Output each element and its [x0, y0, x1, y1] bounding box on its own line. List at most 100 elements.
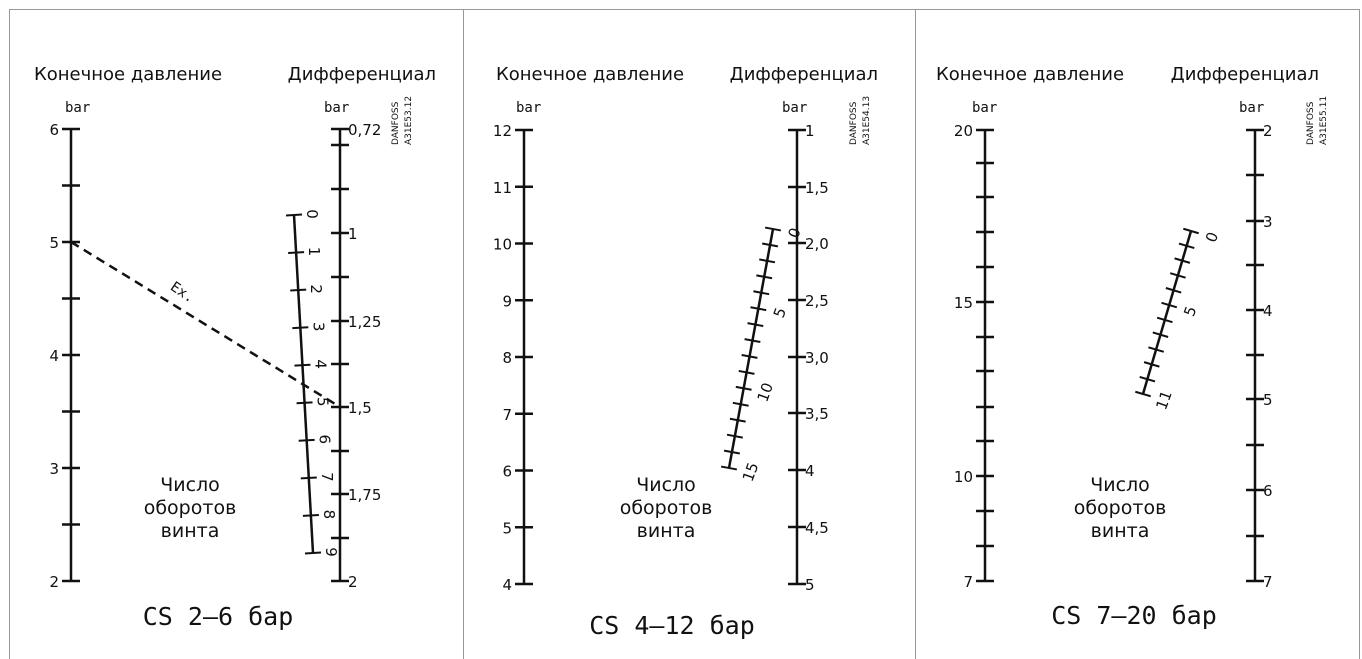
turns-scale-tick — [753, 290, 770, 296]
left-scale-label: 11 — [493, 179, 512, 197]
turns-label-text: Число — [1090, 474, 1150, 496]
turns-scale-tick — [1161, 301, 1178, 309]
turns-scale-label: 8 — [320, 510, 338, 520]
turns-scale-tick — [292, 326, 309, 330]
turns-scale-tick — [764, 226, 782, 232]
left-scale-label: 4 — [502, 576, 512, 594]
right-scale-label: 3,0 — [805, 349, 829, 367]
turns-scale-label: 6 — [316, 435, 334, 445]
turns-scale-tick — [744, 338, 761, 343]
drawing-code-text: A31E55.11 — [1319, 96, 1329, 145]
turns-scale-tick — [750, 306, 767, 312]
right-axis-title: Дифференциал — [288, 64, 436, 85]
turns-scale-tick — [756, 274, 773, 280]
turns-scale-label: 11 — [1152, 388, 1175, 412]
left-scale-label: 20 — [954, 122, 973, 140]
drawing-code-text: A31E53.12 — [404, 96, 414, 145]
left-scale-label: 4 — [49, 347, 59, 365]
turns-scale-tick — [741, 354, 758, 359]
turns-scale-tick — [1178, 242, 1195, 250]
right-scale-label: 2,5 — [805, 292, 829, 310]
turns-scale-line — [727, 228, 775, 469]
turns-scale-tick — [762, 242, 779, 248]
right-axis-unit: bar — [1239, 100, 1264, 116]
turns-scale-tick — [729, 417, 746, 423]
figure-border — [9, 9, 1360, 659]
left-scale-label: 6 — [502, 463, 512, 481]
left-scale-label: 12 — [493, 122, 512, 140]
turns-scale-tick — [300, 476, 317, 480]
right-scale-label: 0,72 — [348, 121, 381, 139]
turns-scale-label: 15 — [739, 460, 762, 484]
right-axis-title: Дифференциал — [730, 64, 878, 85]
right-scale-label: 6 — [1263, 482, 1273, 500]
left-scale-label: 10 — [954, 468, 973, 486]
left-axis-unit: bar — [516, 100, 541, 116]
turns-scale-label: 5 — [1180, 304, 1200, 319]
left-scale-label: 9 — [502, 292, 512, 310]
turns-scale-label: 4 — [311, 359, 329, 369]
turns-scale-tick — [294, 363, 311, 367]
drawing-code-text: A31E54.13 — [862, 96, 872, 145]
turns-scale-tick — [1148, 346, 1165, 353]
turns-label-text: оборотов — [1074, 497, 1167, 519]
chart-caption: CS 4–12 бар — [589, 611, 755, 640]
turns-label-text: винта — [637, 520, 696, 542]
right-scale-label: 4 — [805, 462, 815, 480]
right-scale-label: 1 — [805, 122, 815, 140]
turns-scale-tick — [1183, 227, 1199, 235]
right-scale-label: 1,5 — [805, 179, 829, 197]
turns-scale-label: 0 — [1202, 230, 1222, 245]
right-scale-label: 4 — [1263, 302, 1273, 320]
right-scale-label: 1 — [348, 225, 358, 243]
turns-scale-tick — [735, 385, 752, 391]
turns-scale-label: 7 — [318, 472, 336, 482]
right-scale-label: 5 — [805, 576, 815, 594]
turns-scale-tick — [1174, 257, 1191, 264]
turns-scale-tick — [1169, 272, 1186, 279]
drawing-code-text: DANFOSS — [391, 101, 401, 145]
turns-label-text: винта — [1091, 520, 1150, 542]
left-scale-label: 6 — [49, 121, 59, 139]
turns-label-text: Число — [160, 474, 220, 496]
turns-scale-label: 5 — [314, 397, 332, 407]
turns-label-text: оборотов — [620, 497, 713, 519]
left-scale-label: 15 — [954, 294, 973, 312]
left-scale-label: 7 — [963, 573, 973, 591]
turns-scale-tick — [302, 513, 319, 517]
right-scale-label: 2 — [1263, 122, 1273, 140]
turns-scale-tick — [285, 213, 303, 217]
turns-scale-tick — [1135, 390, 1151, 398]
chart-caption: CS 7–20 бар — [1051, 601, 1217, 630]
turns-scale-tick — [720, 465, 738, 471]
turns-scale-tick — [726, 433, 743, 439]
example-dashed-line — [70, 240, 341, 409]
left-scale-label: 10 — [493, 236, 512, 254]
left-axis-unit: bar — [65, 100, 90, 116]
turns-scale-label: 1 — [305, 247, 323, 257]
turns-scale-tick — [759, 258, 776, 264]
turns-scale-tick — [298, 438, 315, 442]
turns-scale-tick — [1152, 331, 1169, 338]
turns-scale-tick — [1143, 361, 1160, 368]
chart-caption: CS 2–6 бар — [143, 602, 294, 631]
drawing-code-text: DANFOSS — [849, 101, 859, 145]
turns-scale-tick — [296, 401, 313, 405]
right-scale-label: 2 — [348, 573, 358, 591]
turns-scale-tick — [304, 551, 322, 555]
left-axis-unit: bar — [972, 100, 997, 116]
right-scale-label: 3,5 — [805, 405, 829, 423]
right-scale-label: 1,75 — [348, 486, 381, 504]
turns-label-text: Число — [636, 474, 696, 496]
turns-scale-label: 0 — [785, 225, 805, 240]
right-axis-title: Дифференциал — [1171, 64, 1319, 85]
left-axis-title: Конечное давление — [936, 64, 1124, 85]
left-scale-label: 7 — [502, 406, 512, 424]
right-axis-unit: bar — [324, 100, 349, 116]
right-scale-label: 1,5 — [348, 399, 372, 417]
turns-scale-tick — [747, 322, 764, 328]
turns-label-text: винта — [161, 520, 220, 542]
right-axis-unit: bar — [782, 100, 807, 116]
